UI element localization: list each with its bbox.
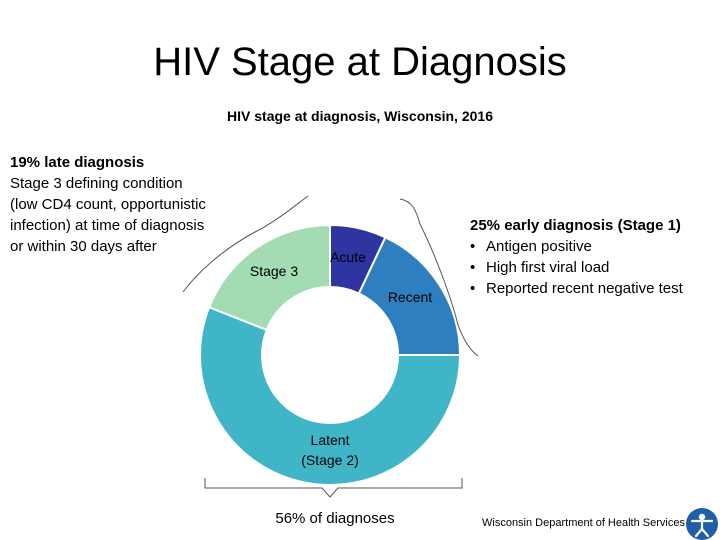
- footer-org-name: Wisconsin Department of Health Services: [482, 517, 685, 529]
- early-diagnosis-criterion: Reported recent negative test: [470, 278, 720, 299]
- early-diagnosis-bracket: [399, 198, 479, 357]
- person-figure-logo-icon: [686, 508, 718, 540]
- late-diagnosis-heading: 19% late diagnosis: [10, 154, 145, 171]
- late-diagnosis-line: (low CD4 count, opportunistic: [10, 196, 206, 213]
- latent-bracket: [204, 478, 463, 498]
- early-diagnosis-heading: 25% early diagnosis (Stage 1): [470, 217, 681, 234]
- donut-slice-latent: [199, 305, 462, 486]
- donut-label-recent: Recent: [388, 289, 432, 305]
- early-diagnosis-criteria-list: Antigen positive High first viral load R…: [470, 236, 720, 299]
- donut-labels: Acute Recent Latent (Stage 2) Stage 3: [250, 249, 432, 468]
- donut-label-stage-3: Stage 3: [250, 263, 298, 279]
- late-diagnosis-line: or within 30 days after: [10, 238, 157, 255]
- slide-title: HIV Stage at Diagnosis: [153, 40, 567, 84]
- early-diagnosis-annotation: 25% early diagnosis (Stage 1) Antigen po…: [470, 215, 720, 299]
- early-diagnosis-criterion: High first viral load: [470, 257, 720, 278]
- late-diagnosis-bracket: [182, 195, 309, 293]
- donut-label-acute: Acute: [330, 249, 366, 265]
- latent-diagnosis-annotation: 56% of diagnoses: [275, 510, 395, 527]
- late-diagnosis-annotation: 19% late diagnosis Stage 3 defining cond…: [10, 152, 250, 257]
- chart-title: HIV stage at diagnosis, Wisconsin, 2016: [227, 108, 493, 124]
- late-diagnosis-line: Stage 3 defining condition: [10, 175, 183, 192]
- late-diagnosis-line: infection) at time of diagnosis: [10, 217, 205, 234]
- early-diagnosis-criterion: Antigen positive: [470, 236, 720, 257]
- donut-slice-stage-3: [207, 223, 331, 332]
- donut-label-latent: Latent (Stage 2): [301, 432, 359, 468]
- donut-slices: [199, 223, 462, 486]
